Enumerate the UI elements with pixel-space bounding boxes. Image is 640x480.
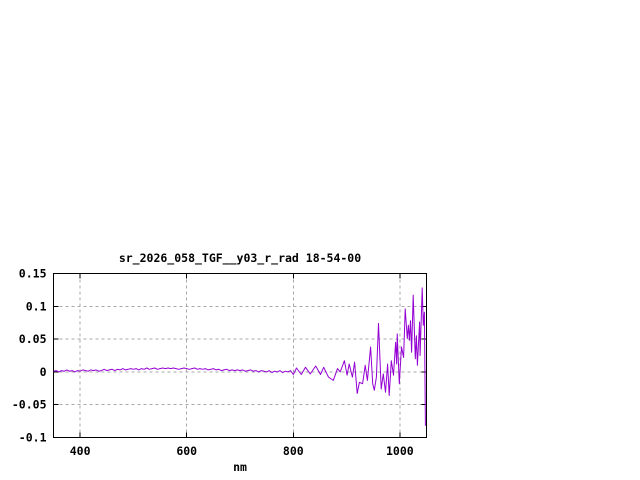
- x-axis-label: nm: [233, 460, 247, 474]
- y-tick-label: 0.05: [19, 332, 47, 346]
- y-tick-label: 0.15: [19, 267, 47, 281]
- y-tick-label: 0: [40, 365, 47, 379]
- plot-border: [53, 273, 427, 438]
- y-tick-label: -0.1: [19, 431, 47, 445]
- data-line: [53, 287, 426, 426]
- chart-title: sr_2026_058_TGF__y03_r_rad 18-54-00: [118, 251, 362, 265]
- x-tick-label: 800: [283, 444, 304, 458]
- y-tick-label: -0.05: [12, 398, 47, 412]
- x-tick-label: 600: [176, 444, 197, 458]
- x-tick-label: 400: [70, 444, 91, 458]
- x-tick-label: 1000: [386, 444, 414, 458]
- y-tick-label: 0.1: [26, 299, 47, 313]
